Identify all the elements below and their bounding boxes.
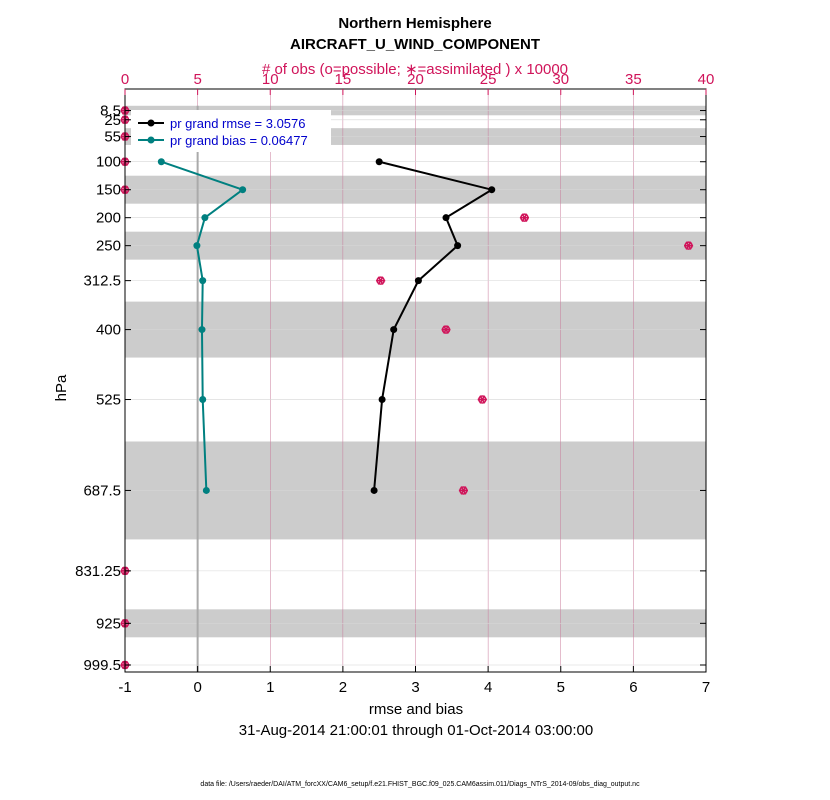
legend-rmse-label: pr grand rmse = 3.0576 xyxy=(170,116,306,131)
top-tick-label: 30 xyxy=(552,71,569,88)
obs-assimilated-marker xyxy=(376,276,386,285)
obs-assimilated-marker xyxy=(477,395,487,404)
obs-assimilated-marker xyxy=(441,325,451,334)
y-tick-label: 200 xyxy=(96,210,121,227)
axis-ticks: -1 0 1 2 3 4 5 6 70 5 10 15 20 25 30 35 408.525551001502… xyxy=(75,71,714,696)
y-tick-label: 8.5 xyxy=(100,103,121,120)
legend-rmse-marker xyxy=(147,119,155,127)
y-tick-label: 312.5 xyxy=(83,273,121,290)
bias-point xyxy=(198,326,206,334)
top-tick-label: 5 xyxy=(193,71,201,88)
y-tick-label: 525 xyxy=(96,392,121,409)
bias-point xyxy=(193,242,201,250)
x-tick-label: 3 xyxy=(411,679,419,696)
top-tick-label: 35 xyxy=(625,71,642,88)
y-tick-label: 150 xyxy=(96,182,121,199)
y-tick-label: 250 xyxy=(96,238,121,255)
top-tick-label: 10 xyxy=(262,71,279,88)
rmse-point xyxy=(488,186,496,194)
x-tick-label: 7 xyxy=(702,679,710,696)
top-tick-label: 15 xyxy=(335,71,352,88)
bias-point xyxy=(199,277,207,285)
legend-bias-label: pr grand bias = 0.06477 xyxy=(170,133,308,148)
x-tick-label: -1 xyxy=(118,679,131,696)
y-tick-label: 25 xyxy=(104,112,121,129)
legend-bias-marker xyxy=(147,136,155,144)
bias-line xyxy=(160,160,245,491)
rmse-point xyxy=(370,486,378,494)
obs-assimilated-marker xyxy=(684,241,694,250)
y-axis-label: hPa xyxy=(53,374,70,401)
bias-point xyxy=(239,186,247,194)
date-range: 31-Aug-2014 21:00:01 through 01-Oct-2014… xyxy=(239,722,593,739)
y-tick-label: 831.25 xyxy=(75,563,121,580)
y-tick-label: 400 xyxy=(96,322,121,339)
x-tick-label: 2 xyxy=(339,679,347,696)
obs-assimilated-marker xyxy=(519,213,529,222)
x-tick-label: 5 xyxy=(557,679,565,696)
bias-point xyxy=(202,486,210,494)
x-tick-label: 4 xyxy=(484,679,492,696)
bias-point xyxy=(199,396,207,404)
y-tick-label: 100 xyxy=(96,154,121,171)
top-axis-label: # of obs (o=possible; ∗=assimilated ) x … xyxy=(262,61,568,78)
obs-assimilated-marker xyxy=(458,486,468,495)
x-axis-label: rmse and bias xyxy=(369,701,463,718)
rmse-point xyxy=(442,214,450,222)
bias-point xyxy=(157,158,165,166)
top-tick-label: 25 xyxy=(480,71,497,88)
rmse-point xyxy=(454,242,462,250)
x-tick-label: 0 xyxy=(193,679,201,696)
rmse-point xyxy=(375,158,383,166)
chart-title-line2: AIRCRAFT_U_WIND_COMPONENT xyxy=(290,36,540,53)
rmse-line xyxy=(373,160,495,491)
y-tick-label: 687.5 xyxy=(83,482,121,499)
y-tick-label: 55 xyxy=(104,129,121,146)
rmse-point xyxy=(414,277,422,285)
series-layer xyxy=(157,158,496,494)
rmse-point xyxy=(390,326,398,334)
top-tick-label: 40 xyxy=(698,71,715,88)
y-tick-label: 999.5 xyxy=(83,657,121,674)
x-tick-label: 6 xyxy=(629,679,637,696)
rmse-point xyxy=(378,396,386,404)
legend: pr grand rmse = 3.0576 pr grand bias = 0… xyxy=(131,110,331,152)
top-tick-label: 0 xyxy=(121,71,129,88)
y-tick-label: 925 xyxy=(96,615,121,632)
top-tick-label: 20 xyxy=(407,71,424,88)
bias-point xyxy=(201,214,209,222)
footnote: data file: /Users/raeder/DAI/ATM_forcXX/… xyxy=(200,781,640,788)
chart-title-line1: Northern Hemisphere xyxy=(338,15,491,32)
x-tick-label: 1 xyxy=(266,679,274,696)
